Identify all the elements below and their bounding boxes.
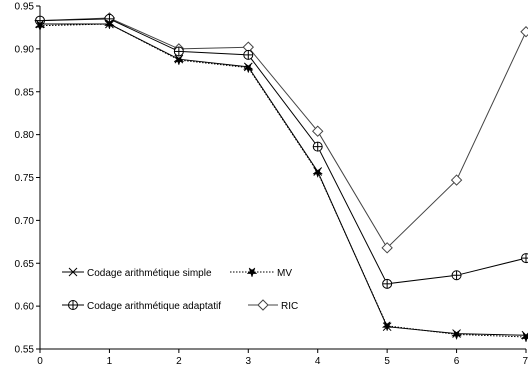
y-tick-label: 0.80 bbox=[15, 130, 35, 141]
legend-label: Codage arithmétique simple bbox=[87, 268, 212, 279]
series-line bbox=[39, 23, 527, 338]
legend: Codage arithmétique simple MV Codage arith… bbox=[62, 267, 298, 312]
legend-entry: RIC bbox=[248, 299, 298, 312]
data-point-star-marker bbox=[173, 55, 185, 66]
legend-entry: Codage arithmétique simple bbox=[62, 267, 212, 279]
y-tick-label: 0.70 bbox=[15, 216, 35, 227]
y-axis-ticks: 0.55 0.60 0.65 0.70 0.75 0.80 0.85 0.90 0.95 bbox=[15, 2, 40, 356]
y-tick-label: 0.65 bbox=[15, 259, 35, 270]
legend-entry: MV bbox=[230, 267, 292, 279]
data-point-diamond-marker bbox=[381, 242, 393, 254]
legend-label: RIC bbox=[281, 301, 298, 312]
data-point-star-marker bbox=[451, 329, 463, 341]
y-tick-label: 0.75 bbox=[15, 173, 35, 184]
series-3 bbox=[34, 12, 528, 254]
x-tick-label: 5 bbox=[384, 356, 390, 367]
y-tick-label: 0.90 bbox=[15, 44, 35, 55]
x-axis-ticks: 0 1 2 3 4 5 6 7 bbox=[37, 349, 528, 367]
x-tick-label: 3 bbox=[246, 356, 252, 367]
data-point-star-marker bbox=[34, 21, 46, 32]
data-point-diamond-marker bbox=[520, 26, 528, 38]
data-point-star-marker bbox=[520, 332, 528, 343]
x-tick-label: 2 bbox=[176, 356, 182, 367]
legend-entry: Codage arithmétique adaptatif bbox=[62, 300, 221, 312]
x-tick-label: 7 bbox=[522, 356, 528, 367]
x-tick-label: 1 bbox=[107, 356, 113, 367]
series-2 bbox=[35, 13, 528, 289]
data-point-diamond-marker bbox=[312, 125, 324, 137]
x-tick-label: 0 bbox=[37, 356, 43, 367]
data-point-star-marker bbox=[312, 167, 324, 179]
legend-label: MV bbox=[277, 268, 292, 279]
data-point-star-marker bbox=[381, 321, 393, 332]
data-point-x-marker bbox=[68, 267, 78, 277]
data-point-star-marker bbox=[246, 267, 258, 278]
series-line bbox=[39, 17, 527, 249]
series-line bbox=[39, 18, 527, 285]
y-tick-label: 0.55 bbox=[15, 345, 35, 356]
axes bbox=[39, 6, 526, 350]
data-point-diamond-marker bbox=[257, 299, 269, 311]
y-tick-label: 0.60 bbox=[15, 302, 35, 313]
x-tick-label: 6 bbox=[454, 356, 460, 367]
series-1 bbox=[34, 19, 528, 343]
data-point-star-marker bbox=[103, 19, 115, 30]
x-tick-label: 4 bbox=[315, 356, 321, 367]
y-tick-label: 0.85 bbox=[15, 87, 35, 98]
legend-label: Codage arithmétique adaptatif bbox=[87, 301, 221, 312]
data-point-diamond-marker bbox=[450, 174, 463, 186]
data-point-star-marker bbox=[242, 63, 254, 74]
series-layer bbox=[34, 12, 528, 343]
y-tick-label: 0.95 bbox=[15, 2, 35, 13]
